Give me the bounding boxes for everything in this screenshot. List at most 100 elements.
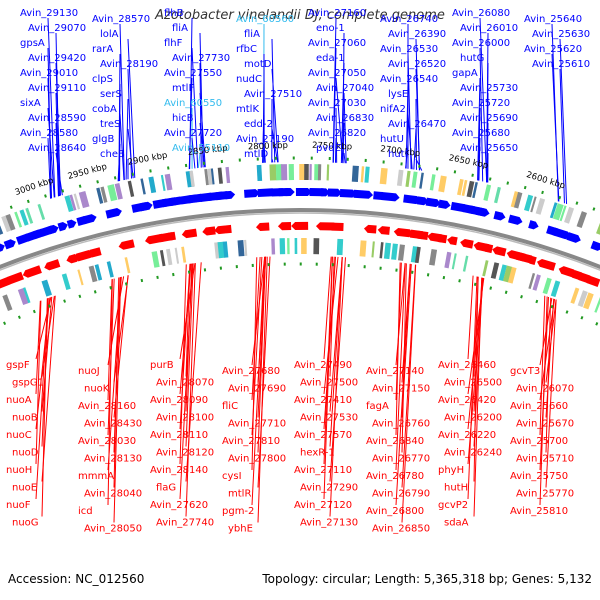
bottom-gene-label: Avin_27690	[228, 384, 286, 395]
top-gene-connector	[127, 38, 136, 178]
feature-block	[96, 187, 104, 204]
top-gene-label: sixA	[20, 98, 41, 109]
bottom-gene-label: Avin_26460	[438, 360, 496, 371]
bottom-gene-label: nuoE	[12, 483, 37, 494]
bottom-gene-label: nuoC	[6, 430, 32, 441]
top-gene-label: Avin_27550	[164, 68, 222, 79]
bottom-gene-label: Avin_28050	[84, 524, 142, 535]
feature-block	[397, 244, 405, 261]
reverse-gene-arrow	[118, 239, 135, 250]
forward-gene-arrow	[139, 201, 153, 212]
feature-block	[552, 203, 564, 221]
feature-block	[64, 195, 74, 213]
feature-block	[94, 264, 103, 281]
bottom-gene-connectors	[35, 256, 557, 523]
feature-block	[351, 165, 359, 182]
top-gene-connector	[415, 68, 421, 171]
reverse-gene-arrow	[44, 259, 61, 271]
forward-gene-arrow	[295, 187, 312, 197]
bottom-gene-label: Avin_27150	[372, 384, 430, 395]
top-gene-label: Avin_27050	[308, 68, 366, 79]
top-gene-label: eda-1	[316, 53, 345, 64]
reverse-gene-arrow	[526, 255, 537, 266]
feature-block	[127, 180, 135, 197]
feature-block	[391, 243, 398, 260]
feature-block	[510, 191, 520, 208]
reverse-gene-arrow	[363, 224, 377, 234]
forward-gene-arrow	[105, 207, 122, 219]
bottom-gene-label: Avin_27570	[294, 430, 352, 441]
feature-block	[269, 164, 277, 181]
feature-block	[164, 173, 173, 191]
bottom-gene-label: sdaA	[444, 518, 469, 529]
top-gene-connector	[47, 17, 56, 198]
bottom-gene-label: fliC	[222, 401, 238, 412]
bottom-gene-connector	[467, 276, 478, 500]
top-gene-connector	[343, 152, 346, 164]
top-gene-label: rfbC	[236, 44, 257, 55]
feature-block	[25, 207, 34, 224]
genome-backbone	[0, 208, 600, 270]
top-gene-label: mtlK	[236, 104, 259, 115]
bottom-gene-label: Avin_26760	[372, 419, 430, 430]
bottom-gene-connector	[401, 264, 417, 523]
bottom-gene-connector	[395, 263, 406, 366]
kbp-tick-label: 2750 kbp	[312, 141, 352, 153]
feature-block	[78, 190, 90, 209]
bottom-gene-connector	[185, 263, 194, 447]
forward-gene-arrow	[528, 220, 539, 230]
kbp-tick-label: 2600 kbp	[525, 170, 566, 191]
feature-block	[271, 238, 276, 255]
bottom-gene-label: gcvT3	[510, 366, 540, 377]
feature-block	[457, 178, 464, 196]
feature-block	[204, 168, 209, 186]
forward-gene-arrow	[66, 219, 77, 229]
reverse-gene-arrow	[377, 226, 390, 235]
bottom-gene-label: Avin_28070	[156, 378, 214, 389]
feature-block	[438, 175, 447, 193]
bottom-gene-label: Avin_27140	[366, 366, 424, 377]
feature-block	[279, 238, 286, 255]
bottom-gene-connector	[113, 277, 120, 488]
reverse-gene-arrow	[202, 226, 216, 236]
feature-block	[317, 164, 322, 181]
bottom-gene-connector	[473, 276, 479, 482]
top-gene-label: Avin_60550	[164, 98, 222, 109]
top-gene-connector	[125, 98, 129, 180]
feature-block	[140, 178, 146, 195]
bottom-gene-label: Avin_28140	[150, 465, 208, 476]
bottom-gene-label: Avin_28090	[150, 395, 208, 406]
top-gene-label: Avin_25720	[452, 98, 510, 109]
bottom-gene-label: Avin_28130	[84, 454, 142, 465]
bottom-gene-connector	[257, 256, 267, 453]
bottom-gene-label: Avin_27530	[300, 413, 358, 424]
bottom-gene-label: flaG	[156, 483, 176, 494]
feature-block	[1, 215, 12, 233]
top-gene-label: fliA	[244, 29, 260, 40]
bottom-gene-connector	[467, 275, 474, 360]
reverse-gene-arrow	[434, 234, 448, 244]
bottom-gene-labels: gspF gspG1 nuoA nuoB nuoC nuoD nuoH nuoE nuoF nuo…	[6, 360, 574, 535]
feature-block	[225, 166, 231, 184]
bottom-gene-label: Avin_28120	[156, 448, 214, 459]
feature-block	[461, 179, 468, 197]
top-gene-label: flhB	[164, 8, 184, 19]
bottom-gene-label: gcvP2	[438, 500, 468, 511]
bottom-gene-connector	[107, 279, 113, 401]
top-gene-connector	[271, 68, 279, 163]
top-gene-label: Avin_26080	[452, 8, 510, 19]
top-gene-connector	[559, 68, 565, 204]
feature-block	[77, 269, 84, 286]
top-gene-label: Avin_60560	[236, 14, 294, 25]
bottom-gene-label: Avin_25670	[516, 419, 574, 430]
bottom-gene-connector	[41, 298, 48, 517]
bottom-gene-label: Avin_27410	[294, 395, 352, 406]
top-gene-label: hutU	[380, 134, 404, 145]
reverse-gene-arrow	[536, 259, 556, 271]
feature-block	[507, 266, 517, 284]
top-gene-label: Avin_28590	[28, 113, 86, 124]
top-gene-label: Avin_29010	[20, 68, 78, 79]
reverse-gene-arrow	[393, 227, 411, 238]
feature-block	[490, 262, 500, 279]
reverse-gene-arrow	[327, 222, 344, 232]
